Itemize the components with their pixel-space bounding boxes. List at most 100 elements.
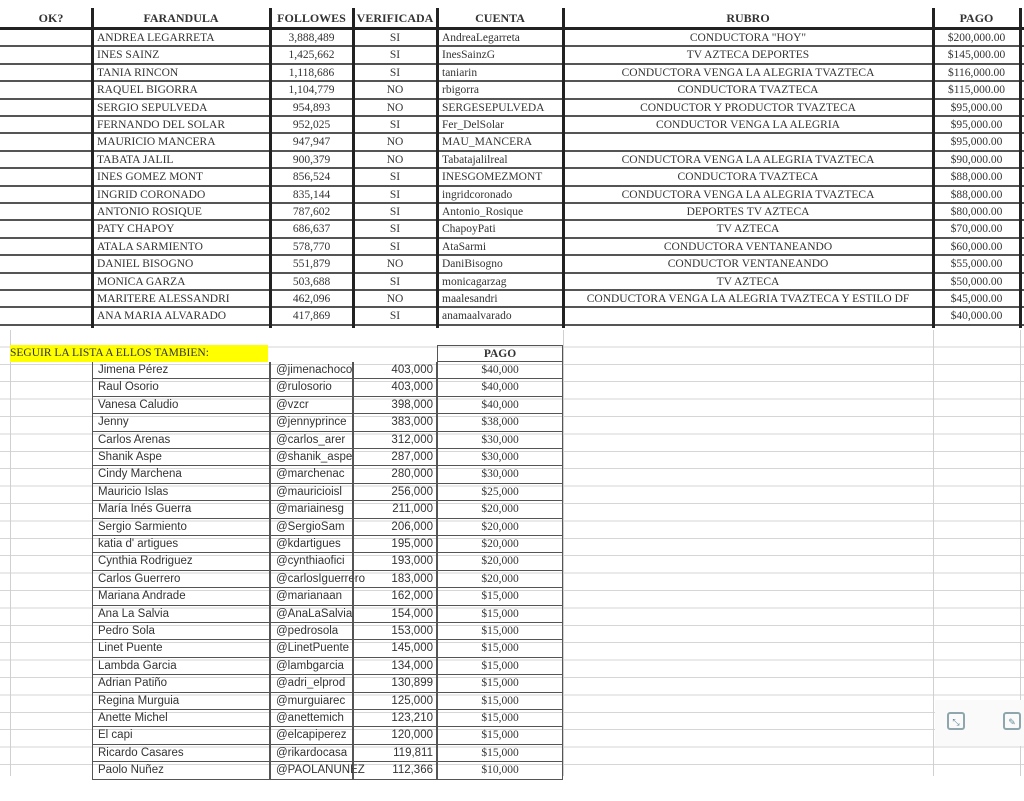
pago-cell[interactable]: $70,000.00 — [950, 223, 1003, 236]
account-cell[interactable]: Fer_DelSolar — [442, 119, 504, 131]
verified-cell[interactable]: NO — [386, 101, 404, 114]
account-cell[interactable]: rbigorra — [442, 84, 480, 97]
followers-cell[interactable]: 287,000 — [353, 449, 437, 467]
followers-cell[interactable]: 398,000 — [353, 396, 437, 415]
name-cell[interactable]: Linet Puente — [92, 640, 270, 658]
rubro-cell[interactable] — [563, 134, 933, 151]
account-cell[interactable]: ingridcoronado — [442, 188, 513, 201]
ok-cell[interactable] — [10, 204, 92, 221]
ok-cell[interactable] — [10, 47, 92, 64]
ok-cell[interactable] — [10, 82, 92, 99]
rubro-cell[interactable]: DEPORTES TV AZTECA — [686, 206, 810, 218]
pago-cell[interactable]: $145,000.00 — [947, 49, 1006, 62]
followers-cell[interactable]: 787,602 — [292, 206, 331, 218]
handle-cell[interactable]: @jimenachoco — [270, 362, 353, 380]
verified-cell[interactable]: SI — [389, 223, 401, 236]
name-cell[interactable]: TABATA JALIL — [97, 153, 174, 166]
rubro-cell[interactable]: TV AZTECA — [716, 223, 780, 236]
pago-cell[interactable]: $116,000.00 — [947, 66, 1006, 79]
pago-cell[interactable]: $20,000 — [437, 518, 563, 536]
followers-cell[interactable]: 195,000 — [353, 536, 437, 554]
name-cell[interactable]: INES GOMEZ MONT — [97, 171, 204, 184]
account-cell[interactable]: maalesandri — [442, 293, 498, 305]
account-cell[interactable]: MAU_MANCERA — [442, 136, 533, 149]
followers-cell[interactable]: 154,000 — [353, 605, 437, 623]
handle-cell[interactable]: @pedrosola — [270, 623, 353, 641]
pago-cell[interactable]: $200,000.00 — [947, 32, 1006, 44]
account-cell[interactable]: Tabatajalilreal — [442, 153, 508, 166]
name-cell[interactable]: Regina Murguia — [92, 692, 270, 710]
name-cell[interactable]: Vanesa Caludio — [92, 396, 270, 415]
account-cell[interactable]: InesSainzG — [442, 49, 496, 62]
pago-cell[interactable]: $15,000 — [437, 640, 563, 658]
handle-cell[interactable]: @rulosorio — [270, 379, 353, 397]
handle-cell[interactable]: @adri_elprod — [270, 675, 353, 693]
handle-cell[interactable]: @anettemich — [270, 710, 353, 728]
handle-cell[interactable]: @marchenac — [270, 466, 353, 484]
pago-cell[interactable]: $15,000 — [437, 605, 563, 623]
name-cell[interactable]: Mariana Andrade — [92, 588, 270, 606]
name-cell[interactable]: María Inés Guerra — [92, 501, 270, 519]
ok-cell[interactable] — [10, 221, 92, 238]
name-cell[interactable]: INES SAINZ — [97, 49, 160, 62]
pago-cell[interactable]: $80,000.00 — [950, 206, 1003, 218]
pago-cell[interactable]: $88,000.00 — [950, 188, 1003, 201]
handle-cell[interactable]: @kdartigues — [270, 536, 353, 554]
name-cell[interactable]: Adrian Patiño — [92, 675, 270, 693]
followers-cell[interactable]: 125,000 — [353, 692, 437, 710]
followers-cell[interactable]: 3,888,489 — [288, 32, 335, 44]
account-cell[interactable]: AndreaLegarreta — [442, 32, 520, 44]
pago-cell[interactable]: $15,000 — [437, 657, 563, 676]
pago-cell[interactable]: $15,000 — [437, 744, 563, 763]
handle-cell[interactable]: @rikardocasa — [270, 744, 353, 763]
name-cell[interactable]: Ana La Salvia — [92, 605, 270, 623]
followers-cell[interactable]: 206,000 — [353, 518, 437, 536]
followers-cell[interactable]: 211,000 — [353, 501, 437, 519]
rubro-cell[interactable]: CONDUCTORA "HOY" — [689, 32, 807, 44]
rubro-cell[interactable]: CONDUCTORA VENTANEANDO — [663, 240, 833, 253]
name-cell[interactable]: ATALA SARMIENTO — [97, 240, 203, 253]
verified-cell[interactable]: SI — [389, 310, 401, 323]
followers-cell[interactable]: 120,000 — [353, 727, 437, 745]
followers-cell[interactable]: 503,688 — [292, 275, 331, 288]
rubro-cell[interactable]: CONDUCTOR Y PRODUCTOR TVAZTECA — [640, 101, 856, 114]
rubro-cell[interactable]: TV AZTECA — [716, 275, 780, 288]
rubro-cell[interactable]: TV AZTECA DEPORTES — [686, 49, 810, 62]
verified-cell[interactable]: SI — [389, 240, 401, 253]
pago-cell[interactable]: $15,000 — [437, 710, 563, 728]
handle-cell[interactable]: @lambgarcia — [270, 657, 353, 676]
followers-cell[interactable]: 123,210 — [353, 710, 437, 728]
handle-cell[interactable]: @SergioSam — [270, 518, 353, 536]
handle-cell[interactable]: @mariainesg — [270, 501, 353, 519]
verified-cell[interactable]: SI — [389, 119, 401, 131]
account-cell[interactable]: AtaSarmi — [442, 240, 487, 253]
followers-cell[interactable]: 162,000 — [353, 588, 437, 606]
pago-cell[interactable]: $20,000 — [437, 570, 563, 589]
ok-cell[interactable] — [10, 187, 92, 204]
handle-cell[interactable]: @elcapiperez — [270, 727, 353, 745]
ok-cell[interactable] — [10, 169, 92, 186]
pago-cell[interactable]: $95,000.00 — [950, 119, 1003, 131]
name-cell[interactable]: INGRID CORONADO — [97, 188, 206, 201]
followers-cell[interactable]: 686,637 — [292, 223, 331, 236]
name-cell[interactable]: Jenny — [92, 414, 270, 432]
rubro-cell[interactable]: CONDUCTORA TVAZTECA — [677, 84, 819, 97]
handle-cell[interactable]: @carlos_arer — [270, 431, 353, 449]
name-cell[interactable]: Ricardo Casares — [92, 744, 270, 763]
name-cell[interactable]: FERNANDO DEL SOLAR — [97, 119, 225, 131]
pago-cell[interactable]: $25,000 — [437, 483, 563, 502]
name-cell[interactable]: Pedro Sola — [92, 623, 270, 641]
followers-cell[interactable]: 417,869 — [292, 310, 331, 323]
ok-cell[interactable] — [10, 65, 92, 82]
pago-cell[interactable]: $30,000 — [437, 449, 563, 467]
pago-cell[interactable]: $10,000 — [437, 762, 563, 780]
verified-cell[interactable]: NO — [386, 258, 404, 271]
followers-cell[interactable]: 947,947 — [292, 136, 331, 149]
name-cell[interactable]: katia d' artigues — [92, 536, 270, 554]
pencil-icon[interactable]: ✎ — [1003, 712, 1021, 730]
account-cell[interactable]: taniarin — [442, 66, 478, 79]
pago-cell[interactable]: $50,000.00 — [950, 275, 1003, 288]
followers-cell[interactable]: 153,000 — [353, 623, 437, 641]
followers-cell[interactable]: 383,000 — [353, 414, 437, 432]
followers-cell[interactable]: 952,025 — [292, 119, 331, 131]
